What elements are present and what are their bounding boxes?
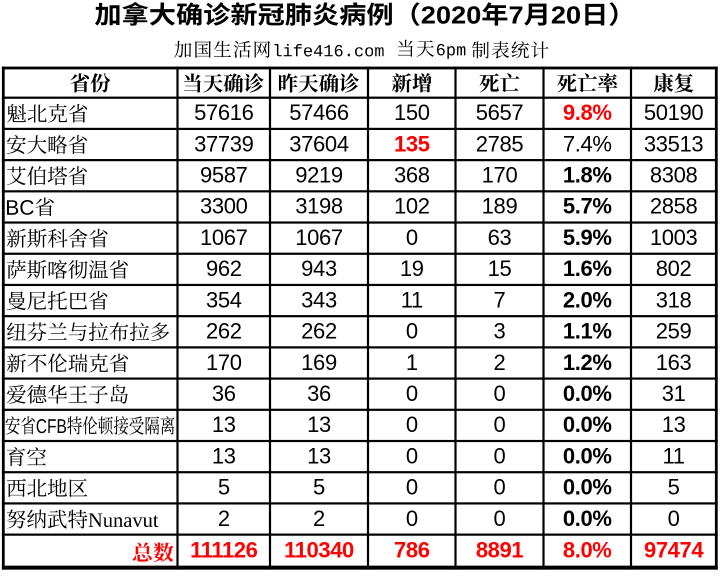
svg-text:0: 0 <box>494 412 506 437</box>
svg-text:5.9%: 5.9% <box>563 225 612 250</box>
svg-text:343: 343 <box>301 287 337 312</box>
svg-text:0.0%: 0.0% <box>563 412 612 437</box>
svg-text:9.8%: 9.8% <box>563 100 612 125</box>
svg-text:786: 786 <box>394 538 430 563</box>
svg-text:0: 0 <box>406 412 418 437</box>
svg-text:3198: 3198 <box>295 194 343 219</box>
svg-text:37739: 37739 <box>194 131 254 156</box>
svg-text:13: 13 <box>307 443 331 468</box>
svg-text:802: 802 <box>656 256 692 281</box>
svg-text:7: 7 <box>494 287 506 312</box>
svg-text:1.6%: 1.6% <box>563 256 612 281</box>
svg-text:0: 0 <box>668 506 680 531</box>
svg-text:189: 189 <box>482 194 518 219</box>
svg-text:2858: 2858 <box>650 194 698 219</box>
svg-text:102: 102 <box>394 194 430 219</box>
svg-text:0: 0 <box>406 381 418 406</box>
svg-text:0: 0 <box>406 443 418 468</box>
svg-text:19: 19 <box>400 256 424 281</box>
svg-text:0: 0 <box>406 475 418 500</box>
svg-text:3300: 3300 <box>200 194 248 219</box>
svg-text:13: 13 <box>212 412 236 437</box>
svg-text:135: 135 <box>394 131 430 156</box>
svg-text:31: 31 <box>662 381 686 406</box>
svg-text:2.0%: 2.0% <box>563 287 612 312</box>
svg-text:36: 36 <box>212 381 236 406</box>
svg-text:13: 13 <box>662 412 686 437</box>
svg-text:0.0%: 0.0% <box>563 475 612 500</box>
svg-text:5.7%: 5.7% <box>563 194 612 219</box>
svg-text:262: 262 <box>301 319 337 344</box>
svg-text:0: 0 <box>406 225 418 250</box>
svg-text:1: 1 <box>406 350 418 375</box>
svg-text:0: 0 <box>406 319 418 344</box>
svg-text:0: 0 <box>494 443 506 468</box>
svg-text:0: 0 <box>494 506 506 531</box>
svg-text:37604: 37604 <box>289 131 349 156</box>
svg-text:33513: 33513 <box>644 131 704 156</box>
svg-text:2: 2 <box>218 506 230 531</box>
svg-text:318: 318 <box>656 287 692 312</box>
svg-text:111126: 111126 <box>190 538 258 563</box>
svg-text:15: 15 <box>488 256 512 281</box>
svg-text:13: 13 <box>307 412 331 437</box>
svg-text:0.0%: 0.0% <box>563 443 612 468</box>
svg-text:0.0%: 0.0% <box>563 506 612 531</box>
svg-text:97474: 97474 <box>644 538 704 563</box>
svg-text:0.0%: 0.0% <box>563 381 612 406</box>
svg-text:5: 5 <box>668 475 680 500</box>
svg-text:2785: 2785 <box>476 131 524 156</box>
svg-text:9587: 9587 <box>200 163 248 188</box>
svg-text:163: 163 <box>656 350 692 375</box>
svg-text:3: 3 <box>494 319 506 344</box>
svg-text:259: 259 <box>656 319 692 344</box>
svg-text:354: 354 <box>206 287 242 312</box>
svg-text:8308: 8308 <box>650 163 698 188</box>
svg-text:150: 150 <box>394 100 430 125</box>
svg-text:63: 63 <box>488 225 512 250</box>
svg-text:13: 13 <box>212 443 236 468</box>
svg-text:2: 2 <box>313 506 325 531</box>
svg-text:0: 0 <box>494 381 506 406</box>
svg-text:9219: 9219 <box>295 163 343 188</box>
svg-text:5657: 5657 <box>476 100 524 125</box>
svg-text:1003: 1003 <box>650 225 698 250</box>
svg-text:11: 11 <box>401 287 423 312</box>
svg-text:170: 170 <box>206 350 242 375</box>
svg-text:5: 5 <box>218 475 230 500</box>
svg-text:7.4%: 7.4% <box>563 131 612 156</box>
svg-text:170: 170 <box>482 163 518 188</box>
svg-text:262: 262 <box>206 319 242 344</box>
svg-text:368: 368 <box>394 163 430 188</box>
svg-text:1067: 1067 <box>200 225 248 250</box>
svg-text:943: 943 <box>301 256 337 281</box>
svg-text:5: 5 <box>313 475 325 500</box>
svg-text:962: 962 <box>206 256 242 281</box>
svg-text:8.0%: 8.0% <box>563 538 612 563</box>
svg-text:169: 169 <box>301 350 337 375</box>
svg-text:0: 0 <box>406 506 418 531</box>
svg-text:1.1%: 1.1% <box>563 319 612 344</box>
svg-text:57616: 57616 <box>194 100 254 125</box>
svg-text:110340: 110340 <box>284 538 354 563</box>
svg-text:50190: 50190 <box>644 100 704 125</box>
svg-text:8891: 8891 <box>476 538 524 563</box>
svg-text:1.2%: 1.2% <box>563 350 612 375</box>
svg-text:36: 36 <box>307 381 331 406</box>
svg-text:0: 0 <box>494 475 506 500</box>
svg-text:2: 2 <box>494 350 506 375</box>
svg-text:1067: 1067 <box>295 225 343 250</box>
svg-text:1.8%: 1.8% <box>563 163 612 188</box>
svg-text:11: 11 <box>663 443 685 468</box>
svg-text:57466: 57466 <box>289 100 349 125</box>
